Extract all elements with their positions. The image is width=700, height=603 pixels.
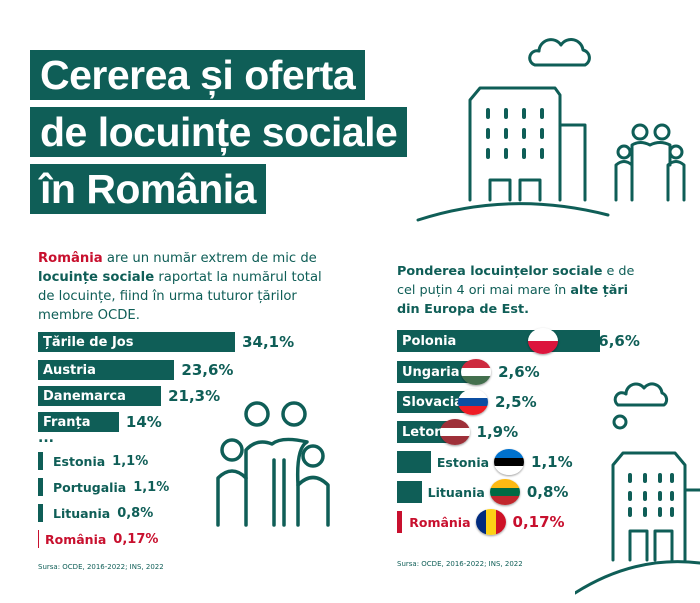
bar	[38, 452, 43, 470]
flag-icon	[475, 509, 506, 535]
flag-stripe	[439, 427, 470, 437]
bar-row: Estonia 1,1%	[38, 452, 148, 470]
bar-label: Franța	[38, 412, 119, 432]
flag-icon	[528, 328, 559, 354]
cloud-icon	[612, 382, 669, 430]
bar	[38, 530, 39, 548]
value-label: 0,8%	[526, 483, 569, 501]
flag-stripe	[528, 328, 559, 341]
bar-label: Austria	[38, 360, 175, 380]
right-source: Sursa: OCDE, 2016-2022; INS, 2022	[397, 560, 523, 568]
family-icon	[216, 401, 330, 527]
bar-row: Lituania 0,8%	[397, 479, 569, 505]
bar: Ungaria	[397, 361, 478, 383]
flag-icon	[494, 449, 525, 475]
title-line-1: Cererea și oferta	[30, 50, 366, 100]
value-label: 34,1%	[242, 333, 295, 351]
flag-stripe	[461, 367, 492, 377]
flag-stripe	[475, 509, 486, 535]
bar-row: Lituania 0,8%	[38, 504, 153, 522]
flag-stripe	[494, 466, 525, 475]
flag-stripe	[489, 496, 520, 505]
intro-text: e de cel puțin 4 ori mai mare în	[397, 264, 635, 298]
cloud-icon	[528, 38, 591, 67]
flag-stripe	[439, 419, 470, 428]
bar-row: Danemarca 21,3%	[38, 386, 220, 406]
flag-stripe	[494, 457, 525, 467]
bar	[397, 511, 403, 533]
flag-stripe	[489, 479, 520, 488]
intro-highlight: România	[38, 251, 103, 266]
flag-icon	[458, 389, 488, 415]
title-line-2: de locuințe sociale	[30, 107, 408, 157]
value-label: 0,17%	[512, 513, 565, 531]
left-intro: România are un număr extrem de mic de lo…	[38, 249, 338, 325]
flag-icon	[439, 419, 470, 445]
flag-stripe	[495, 509, 506, 535]
bar	[38, 478, 43, 496]
bar-row: România 0,17%	[397, 509, 565, 535]
intro-text: raportat la numărul total de locuințe, f…	[38, 270, 322, 323]
bar-row: Austria 23,6%	[38, 360, 233, 380]
bar	[38, 504, 43, 522]
bar-row: Țările de Jos 34,1%	[38, 332, 294, 352]
flag-stripe	[461, 359, 492, 368]
bar-label: România	[45, 531, 107, 547]
bar-label: Estonia	[53, 453, 106, 469]
value-label: 1,1%	[112, 453, 149, 469]
building-icon	[416, 86, 610, 222]
intro-text: are un număr extrem de mic de	[102, 251, 317, 266]
value-label: 14%	[125, 413, 162, 431]
flag-stripe	[494, 449, 525, 458]
bar-label: Estonia	[436, 454, 490, 470]
value-label: 23,6%	[181, 361, 234, 379]
intro-bold: locuințe sociale	[38, 270, 155, 285]
value-label: 2,5%	[495, 393, 537, 411]
right-intro: Ponderea locuințelor sociale e de cel pu…	[397, 262, 652, 319]
intro-bold: Ponderea locuințelor sociale	[397, 264, 603, 279]
bar-row: Ungaria 2,6%	[397, 359, 540, 385]
bar-row: Portugalia 1,1%	[38, 478, 169, 496]
value-label: 6,6%	[598, 332, 640, 350]
left-source: Sursa: OCDE, 2016-2022; INS, 2022	[38, 563, 164, 571]
bar: Slovacia	[397, 391, 474, 413]
value-label: 0,8%	[117, 505, 154, 521]
value-label: 0,17%	[113, 531, 159, 547]
value-label: 2,6%	[498, 363, 540, 381]
bar-row: Estonia 1,1%	[397, 449, 573, 475]
ellipsis: ...	[38, 430, 54, 446]
bar-label: Țările de Jos	[38, 332, 236, 352]
bar	[397, 481, 422, 503]
family-icon	[614, 123, 686, 202]
bar-label: Lituania	[427, 484, 485, 500]
flag-icon	[461, 359, 492, 385]
intro-bold: alte țări din Europa de Est.	[397, 283, 629, 317]
flag-stripe	[458, 397, 488, 407]
flag-stripe	[458, 406, 488, 415]
flag-stripe	[439, 436, 470, 445]
flag-stripe	[458, 389, 488, 398]
flag-stripe	[461, 376, 492, 385]
bar-row: Slovacia 2,5%	[397, 389, 537, 415]
bar-row: Franța 14%	[38, 412, 162, 432]
bar-label: Lituania	[53, 505, 111, 521]
bar-row: România 0,17%	[38, 530, 158, 548]
bar-row: Letonia 1,9%	[397, 419, 519, 445]
building-icon	[575, 451, 700, 595]
title-line-3: în România	[30, 164, 266, 214]
bar	[397, 451, 431, 473]
bar: Polonia	[397, 330, 601, 352]
flag-icon	[489, 479, 520, 505]
value-label: 1,1%	[133, 479, 170, 495]
value-label: 21,3%	[168, 387, 221, 405]
value-label: 1,1%	[531, 453, 573, 471]
bar-label: Portugalia	[53, 479, 127, 495]
flag-stripe	[485, 509, 496, 535]
bar-label: România	[409, 514, 471, 530]
flag-stripe	[489, 487, 520, 497]
bar-label: Danemarca	[38, 386, 162, 406]
bar-row: Polonia 6,6%	[397, 328, 640, 354]
value-label: 1,9%	[476, 423, 519, 441]
flag-stripe	[528, 341, 559, 354]
